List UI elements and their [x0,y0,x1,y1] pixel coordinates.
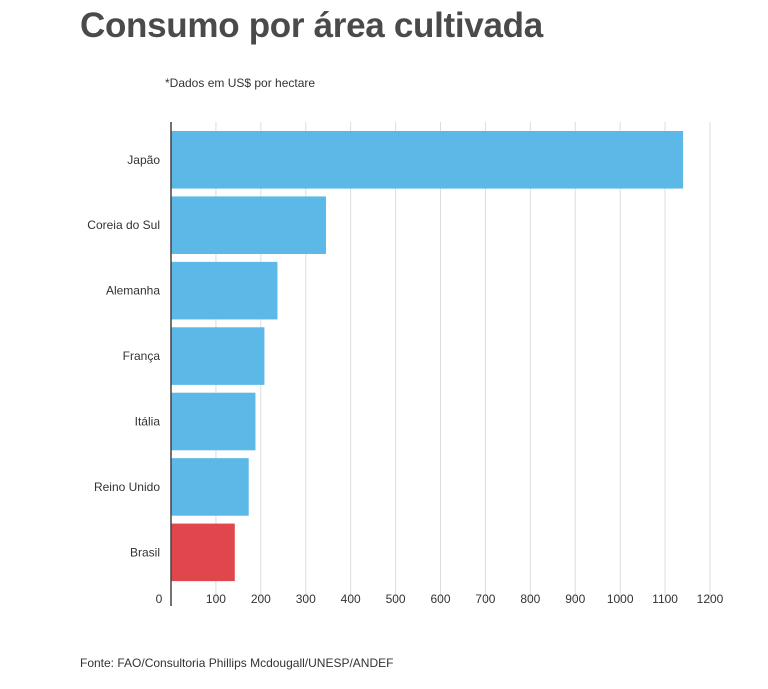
category-label: França [123,349,161,363]
chart-subtitle: *Dados em US$ por hectare [165,76,316,90]
category-label: Brasil [130,545,160,559]
x-tick-label: 700 [475,592,495,606]
category-label: Japão [127,153,160,167]
x-tick-label: 100 [206,592,226,606]
x-tick-label: 400 [341,592,361,606]
bar [171,261,278,320]
bar [171,196,326,255]
category-label: Alemanha [106,284,160,298]
x-axis-ticks: 0 100 200 300 400 500 600 700 800 900 1000 1100 1200 [156,592,724,606]
category-label: Coreia do Sul [87,218,160,232]
category-label: Reino Unido [94,480,160,494]
bar [171,392,256,451]
bars [171,131,684,582]
x-tick-label: 600 [430,592,450,606]
gridlines [215,122,711,604]
bar [171,327,265,385]
x-tick-label: 800 [520,592,540,606]
x-tick-label: 200 [251,592,271,606]
bar [171,131,684,189]
x-tick-label: 500 [386,592,406,606]
chart-source: Fonte: FAO/Consultoria Phillips Mcdougal… [80,656,394,670]
chart-title: Consumo por área cultivada [80,6,543,45]
x-tick-label: 0 [156,592,163,606]
x-tick-label: 300 [296,592,316,606]
category-labels: Japão Coreia do Sul Alemanha França Itália Re… [87,153,160,560]
bar [171,458,249,516]
x-tick-label: 1100 [652,592,678,606]
x-tick-label: 1200 [697,592,724,606]
x-tick-label: 900 [565,592,585,606]
category-label: Itália [135,415,161,429]
bar [171,523,235,582]
x-tick-label: 1000 [607,592,634,606]
